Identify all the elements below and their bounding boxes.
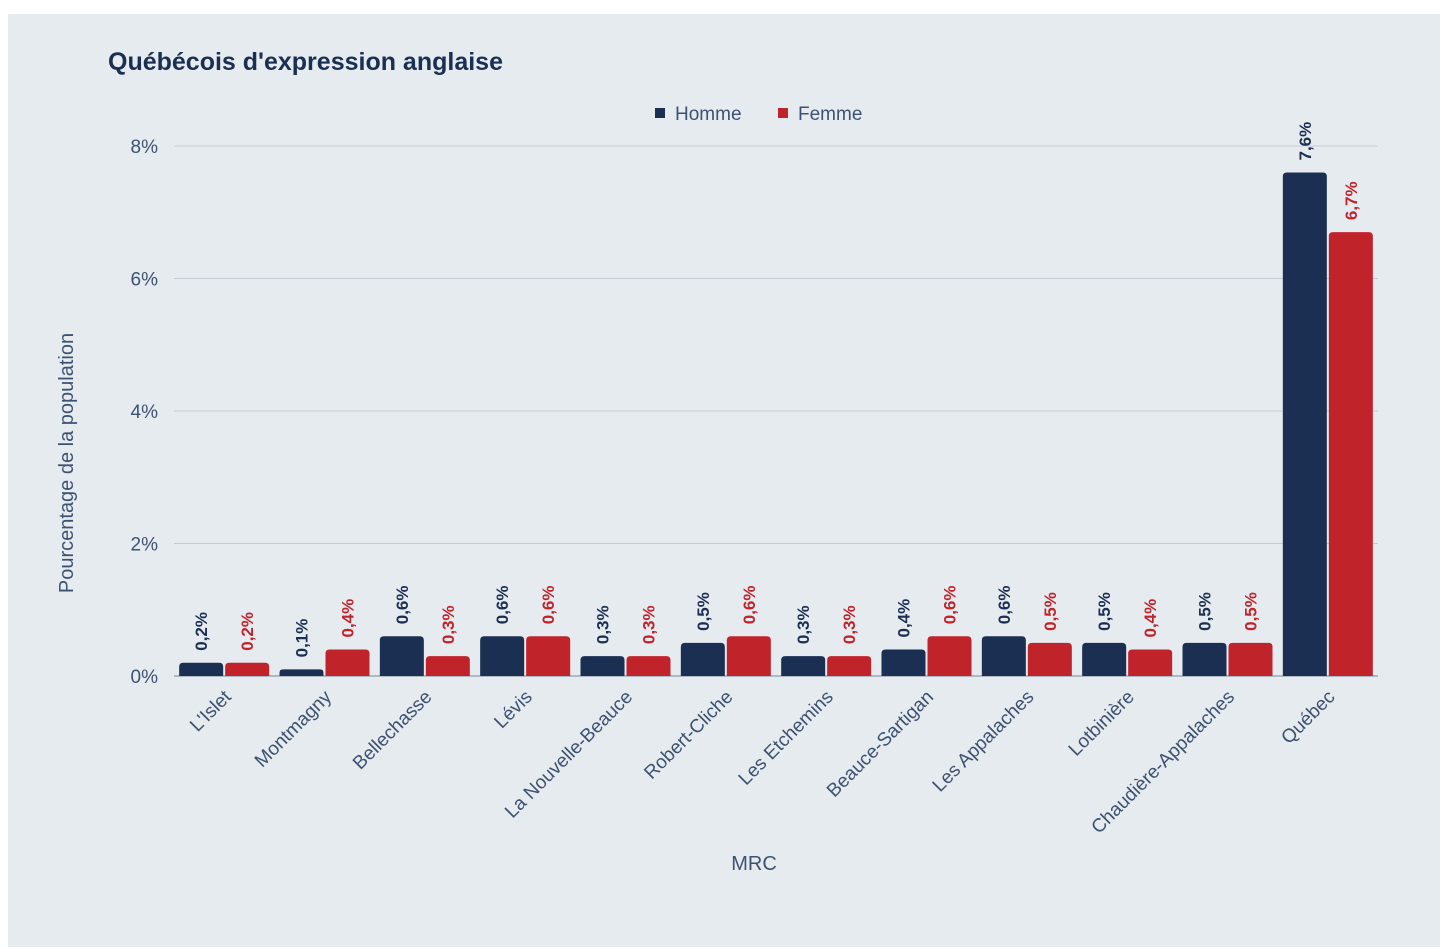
x-tick-label: Montmagny: [251, 686, 336, 771]
bar-femme: [325, 649, 370, 676]
gridlines: [174, 145, 1378, 677]
data-label-homme: 0,5%: [694, 592, 713, 631]
bar-homme: [1082, 642, 1127, 676]
chart-background: [8, 14, 1440, 947]
data-label-femme: 0,6%: [539, 586, 558, 625]
chart-title: Québécois d'expression anglaise: [108, 48, 503, 76]
bar-femme: [927, 636, 972, 676]
data-label-homme: 0,6%: [995, 586, 1014, 625]
data-label-femme: 0,6%: [941, 586, 960, 625]
y-tick-label: 0%: [131, 667, 159, 688]
x-tick-label: Québec: [1277, 687, 1339, 749]
data-label-homme: 0,5%: [1196, 592, 1215, 631]
data-labels: 0,2% 0,2% 0,1% 0,4% 0,6% 0,3% 0,6% 0,6% 0,3% 0,3%…: [192, 122, 1361, 658]
x-tick-label: L'Islet: [186, 686, 236, 736]
legend-swatch-femme: [778, 108, 788, 118]
data-label-femme: 0,4%: [339, 599, 358, 638]
data-label-homme: 7,6%: [1296, 122, 1315, 161]
bar-homme: [781, 656, 826, 676]
legend-label-femme: Femme: [798, 104, 862, 125]
legend: Homme Femme: [655, 104, 862, 125]
bar-femme: [1228, 642, 1273, 676]
x-tick-label: Les Appalaches: [929, 687, 1039, 797]
bar-femme: [425, 656, 470, 676]
data-label-homme: 0,3%: [594, 605, 613, 644]
y-tick-label: 8%: [131, 137, 159, 158]
bar-homme: [1182, 642, 1227, 676]
bar-homme: [580, 656, 625, 676]
bar-homme: [981, 636, 1026, 676]
bar-homme: [179, 662, 224, 676]
data-label-femme: 0,2%: [238, 612, 257, 651]
x-tick-label: Lévis: [490, 687, 536, 733]
y-axis-ticks: 0% 2% 4% 6% 8%: [131, 137, 159, 688]
data-label-femme: 6,7%: [1342, 181, 1361, 220]
bars: [179, 172, 1373, 676]
x-tick-label: Lotbinière: [1065, 687, 1139, 761]
data-label-homme: 0,6%: [493, 586, 512, 625]
data-label-femme: 0,6%: [740, 586, 759, 625]
bar-homme: [881, 649, 926, 676]
data-label-homme: 0,2%: [192, 612, 211, 651]
y-tick-label: 4%: [131, 402, 159, 423]
x-tick-label: Les Etchemins: [735, 687, 838, 790]
y-axis-title: Pourcentage de la population: [56, 333, 78, 593]
bar-femme: [1027, 642, 1072, 676]
data-label-femme: 0,3%: [640, 605, 659, 644]
data-label-femme: 0,5%: [1041, 592, 1060, 631]
data-label-femme: 0,4%: [1141, 599, 1160, 638]
legend-swatch-homme: [655, 108, 665, 118]
bar-femme: [1128, 649, 1173, 676]
bar-homme: [379, 636, 424, 676]
bar-homme: [1282, 172, 1327, 676]
data-label-femme: 0,3%: [439, 605, 458, 644]
data-label-femme: 0,3%: [840, 605, 859, 644]
bar-femme: [526, 636, 571, 676]
x-tick-label: Beauce-Sartigan: [823, 687, 938, 802]
data-label-homme: 0,5%: [1095, 592, 1114, 631]
legend-label-homme: Homme: [675, 104, 742, 125]
bar-homme: [680, 642, 725, 676]
data-label-homme: 0,1%: [293, 619, 312, 658]
x-tick-label: Bellechasse: [349, 687, 436, 774]
bar-femme: [1328, 232, 1373, 676]
x-axis-title: MRC: [731, 853, 777, 875]
data-label-homme: 0,6%: [393, 586, 412, 625]
bar-femme: [726, 636, 771, 676]
bar-femme: [626, 656, 671, 676]
bar-homme: [279, 669, 324, 676]
data-label-femme: 0,5%: [1242, 592, 1261, 631]
data-label-homme: 0,4%: [895, 599, 914, 638]
bar-homme: [480, 636, 525, 676]
bar-femme: [827, 656, 872, 676]
x-tick-label: Robert-Cliche: [640, 687, 737, 784]
y-tick-label: 6%: [131, 270, 159, 291]
data-label-homme: 0,3%: [794, 605, 813, 644]
y-tick-label: 2%: [131, 535, 159, 556]
bar-femme: [225, 662, 270, 676]
